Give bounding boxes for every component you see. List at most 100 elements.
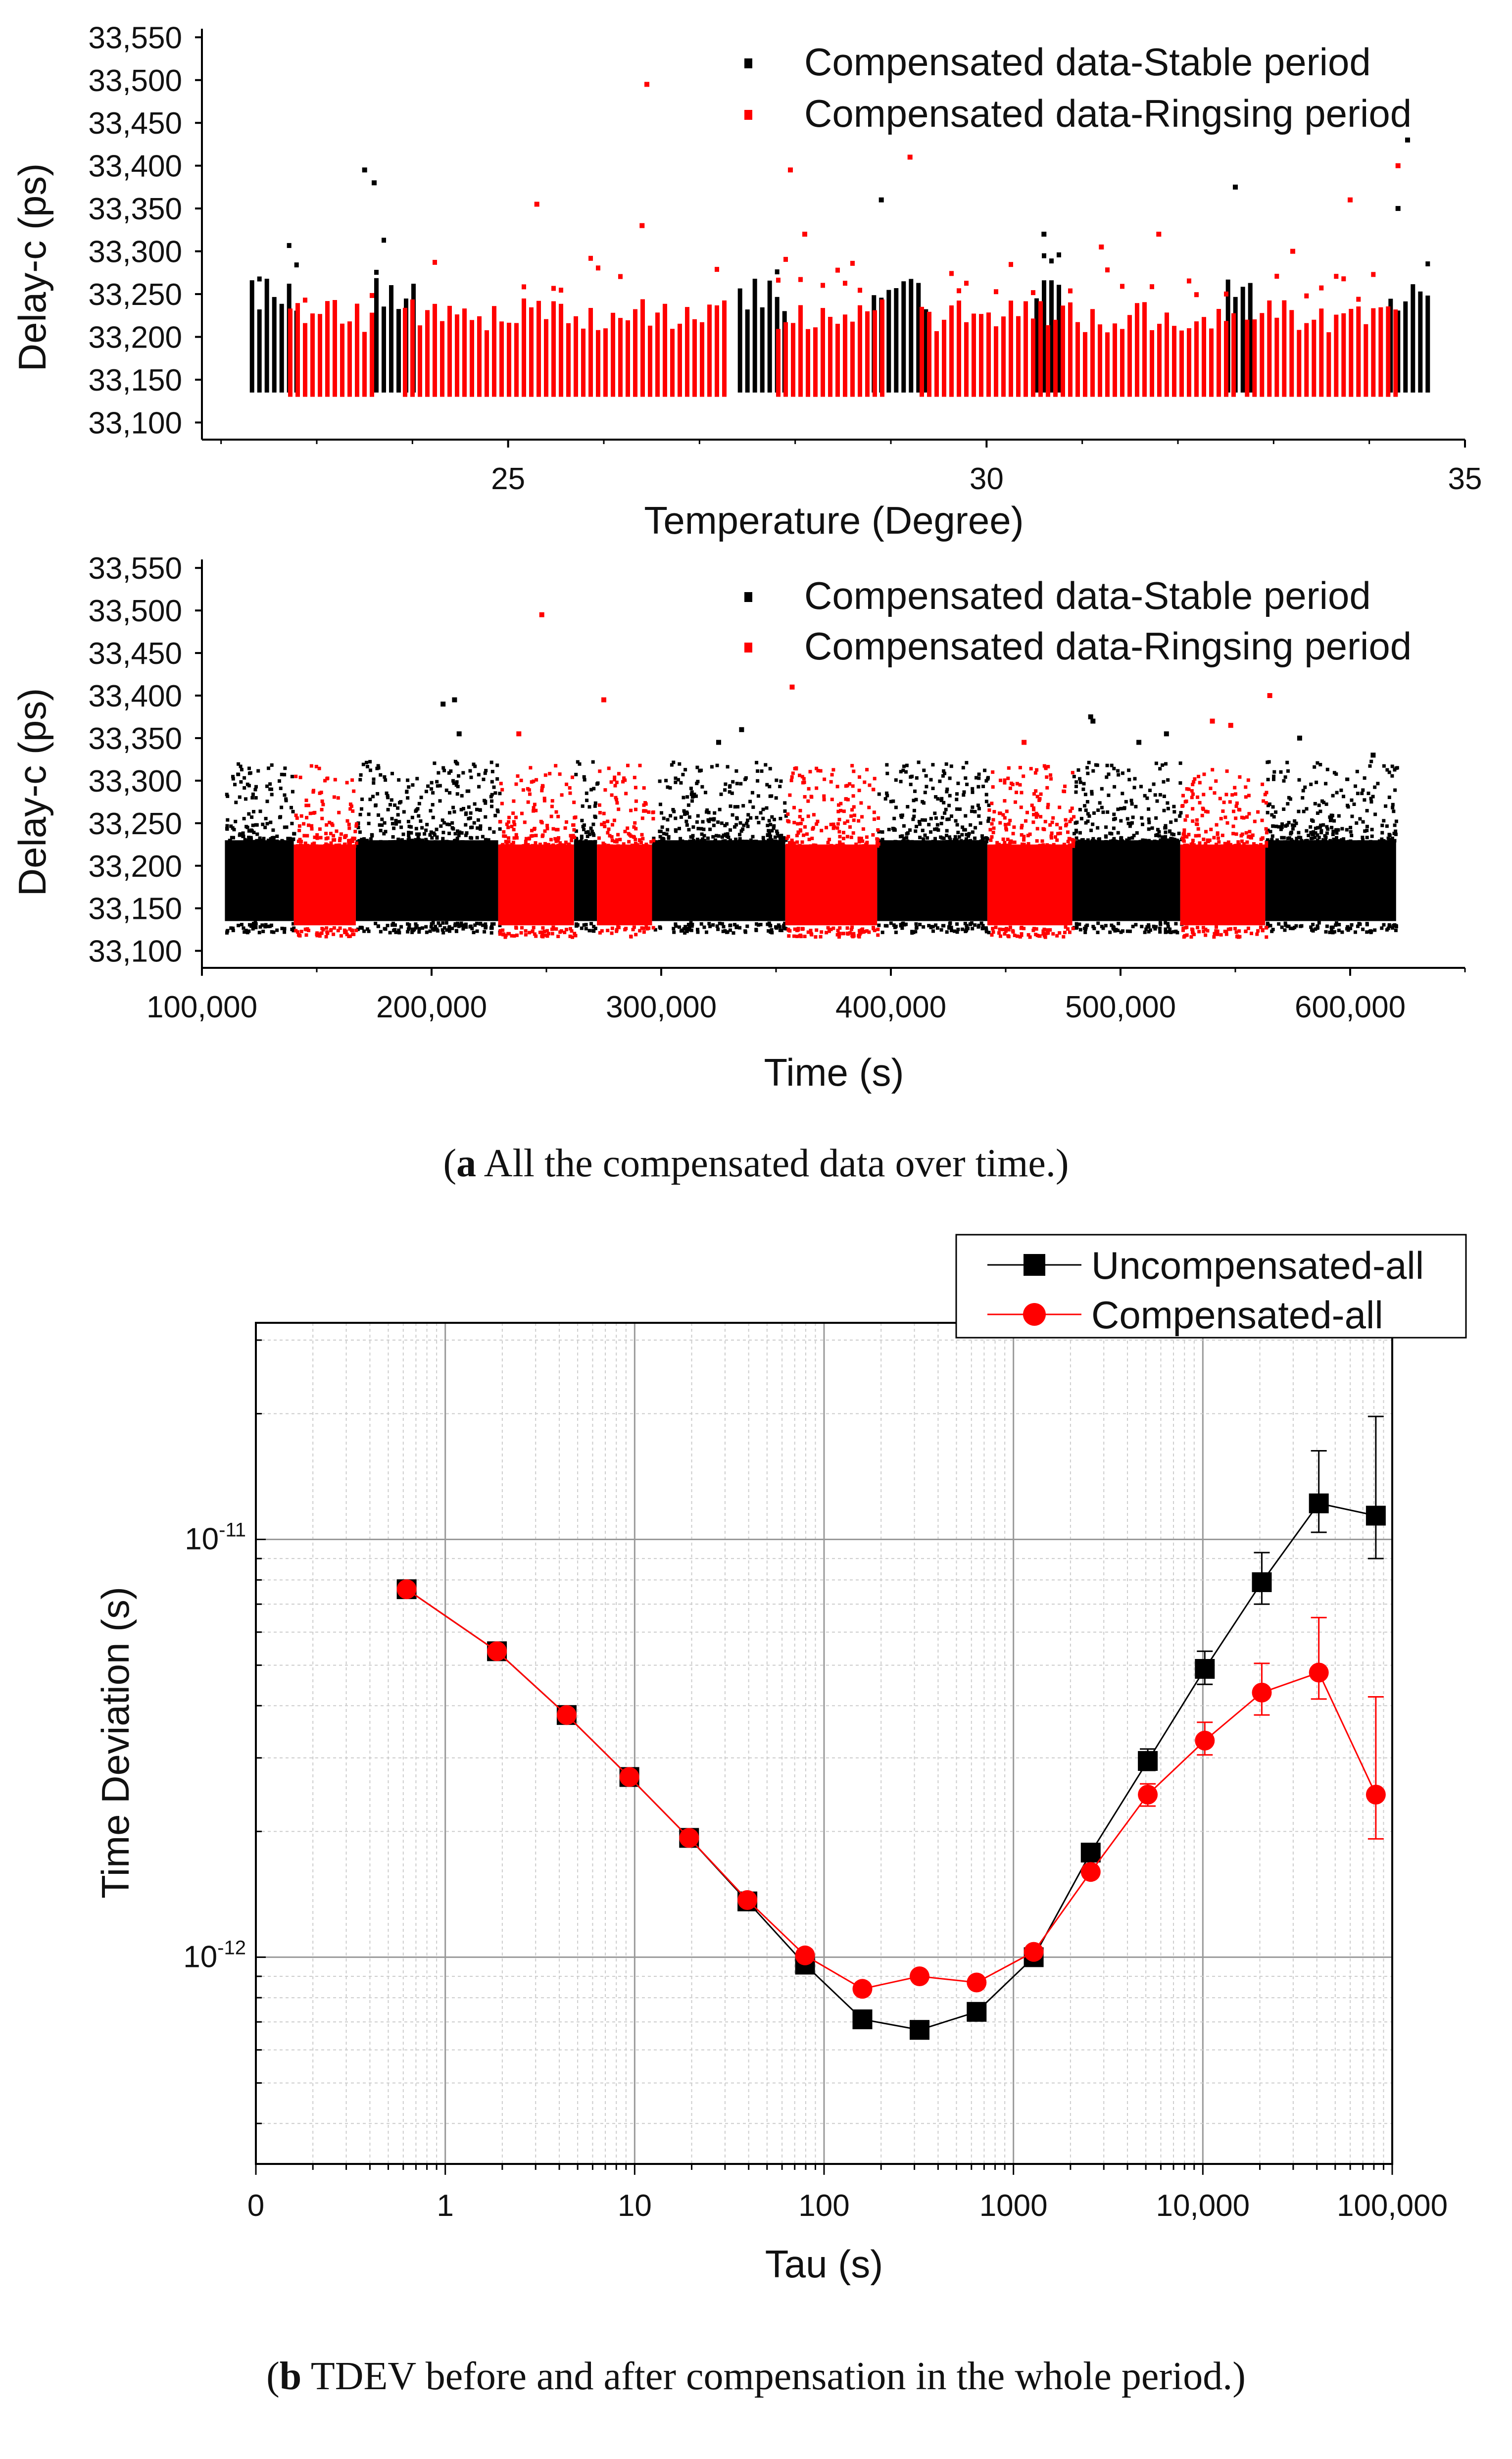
data-point xyxy=(529,834,533,838)
data-point xyxy=(532,779,536,783)
data-point xyxy=(802,833,805,837)
data-point xyxy=(1216,831,1219,835)
data-point xyxy=(754,928,758,932)
data-point xyxy=(1003,799,1007,803)
data-point xyxy=(434,925,438,928)
data-point xyxy=(1049,773,1053,777)
data-point xyxy=(1350,923,1354,927)
data-point xyxy=(872,810,876,814)
data-point xyxy=(1217,836,1220,840)
data-point xyxy=(683,840,687,844)
data-point xyxy=(921,828,925,832)
data-point xyxy=(336,796,340,800)
data-point xyxy=(767,838,771,842)
data-point xyxy=(718,921,722,925)
data-point xyxy=(632,835,635,839)
data-point xyxy=(1131,815,1135,819)
data-point xyxy=(580,818,584,822)
data-point xyxy=(597,844,601,848)
data-point xyxy=(1283,928,1287,932)
data-point xyxy=(1007,928,1011,932)
data-point xyxy=(415,924,419,928)
data-point xyxy=(578,762,582,766)
data-point xyxy=(694,794,698,798)
data-stripe xyxy=(389,285,393,393)
data-point xyxy=(1041,843,1045,847)
data-point xyxy=(976,785,980,789)
data-point xyxy=(644,925,648,929)
data-point xyxy=(1091,822,1095,826)
data-point xyxy=(1110,763,1114,767)
data-point xyxy=(257,839,261,843)
data-point xyxy=(1250,836,1253,840)
data-point xyxy=(430,836,434,840)
data-point xyxy=(990,835,994,839)
data-point xyxy=(1191,930,1195,934)
data-point xyxy=(1268,802,1271,806)
data-point xyxy=(880,838,884,842)
data-point xyxy=(1015,791,1018,795)
data-point xyxy=(734,840,738,844)
data-stripe xyxy=(924,309,928,393)
data-stripe xyxy=(934,331,939,397)
data-point xyxy=(231,775,235,779)
data-point xyxy=(931,925,935,929)
data-point xyxy=(798,773,801,777)
data-point xyxy=(574,924,578,928)
data-point xyxy=(1329,816,1333,820)
x-tick-label: 0 xyxy=(247,2189,264,2223)
data-point xyxy=(899,924,903,928)
data-point xyxy=(1347,840,1351,844)
data-point xyxy=(1369,800,1373,804)
data-stripe xyxy=(1304,323,1309,397)
data-point xyxy=(1304,840,1308,844)
data-point xyxy=(483,771,487,775)
data-point xyxy=(391,921,395,925)
data-point xyxy=(984,840,988,844)
data-point xyxy=(292,929,295,933)
data-point xyxy=(763,840,767,844)
data-point xyxy=(987,803,991,807)
data-point xyxy=(380,817,384,821)
data-point xyxy=(1033,771,1037,775)
data-stripe xyxy=(670,329,675,397)
data-point xyxy=(498,792,502,796)
data-point xyxy=(1386,926,1390,930)
data-point xyxy=(1242,842,1246,846)
data-point xyxy=(1385,768,1389,772)
data-point xyxy=(588,255,593,261)
data-point xyxy=(574,815,578,819)
data-point xyxy=(708,924,712,928)
data-point xyxy=(543,773,547,777)
data-point xyxy=(640,926,644,930)
data-point xyxy=(1328,818,1332,822)
data-point xyxy=(498,923,502,927)
data-point xyxy=(1189,935,1193,939)
data-point xyxy=(723,788,727,792)
data-stripe xyxy=(288,308,293,397)
data-point xyxy=(674,829,678,833)
data-point xyxy=(721,839,725,843)
data-point xyxy=(899,813,903,817)
data-point xyxy=(892,816,896,820)
data-point xyxy=(435,835,439,839)
data-point xyxy=(1090,790,1094,794)
data-point xyxy=(1238,935,1242,939)
data-point xyxy=(1119,819,1123,823)
data-point xyxy=(1371,795,1375,799)
data-point xyxy=(416,836,420,840)
y-tick-label: 33,200 xyxy=(88,850,182,884)
data-point xyxy=(633,776,636,779)
data-point xyxy=(355,822,358,826)
data-point xyxy=(796,831,800,835)
data-point xyxy=(812,813,816,817)
data-point xyxy=(1039,815,1043,819)
data-point xyxy=(268,924,272,928)
data-point xyxy=(956,831,960,834)
data-point xyxy=(662,832,666,836)
data-point xyxy=(686,923,690,926)
data-stripe xyxy=(596,330,600,397)
data-stripe xyxy=(272,297,277,393)
data-point xyxy=(961,927,965,931)
